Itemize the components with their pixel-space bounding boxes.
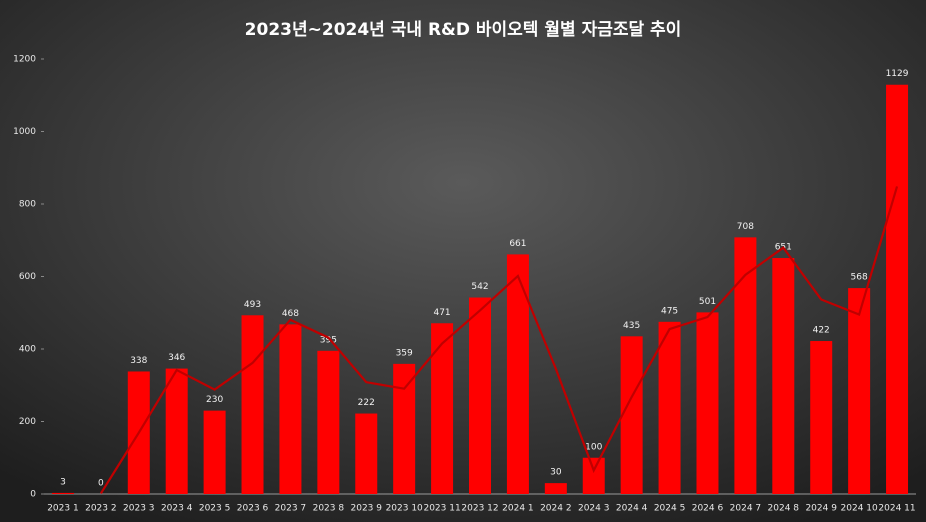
data-label: 346: [168, 353, 185, 363]
x-tick-label: 2023 1: [47, 504, 79, 514]
x-tick-label: 2023 5: [199, 504, 231, 514]
x-tick-label: 2023 3: [123, 504, 155, 514]
x-tick-label: 2023 10: [386, 504, 423, 514]
data-label: 422: [813, 326, 830, 336]
data-label: 100: [585, 442, 602, 452]
y-tick-label: 400: [19, 345, 36, 355]
x-tick-label: 2024 7: [730, 504, 762, 514]
x-tick-label: 2023 8: [313, 504, 345, 514]
y-tick-label: 600: [19, 272, 36, 282]
y-tick-label: 800: [19, 200, 36, 210]
x-tick-label: 2023 6: [237, 504, 269, 514]
bar: [317, 350, 340, 494]
data-label: 222: [358, 398, 375, 408]
bar: [658, 321, 681, 494]
data-label: 435: [623, 321, 640, 331]
data-label: 542: [471, 282, 488, 292]
data-label: 501: [699, 297, 716, 307]
y-tick-label: 1000: [13, 127, 36, 137]
bar: [810, 341, 833, 494]
data-label: 230: [206, 395, 223, 405]
bar: [734, 237, 757, 494]
x-tick-label: 2023 12: [461, 504, 498, 514]
data-label: 30: [550, 468, 562, 478]
bar: [506, 254, 529, 494]
x-tick-label: 2024 8: [768, 504, 800, 514]
data-label: 661: [509, 239, 526, 249]
data-label: 0: [98, 479, 104, 489]
x-tick-label: 2023 4: [161, 504, 193, 514]
x-tick-label: 2024 1: [502, 504, 534, 514]
y-tick-label: 0: [30, 490, 36, 500]
bar: [620, 336, 643, 494]
bar: [772, 258, 795, 494]
x-tick-label: 2023 9: [351, 504, 383, 514]
bar: [51, 492, 74, 494]
data-label: 475: [661, 306, 678, 316]
bar: [203, 410, 226, 494]
x-tick-label: 2024 4: [616, 504, 648, 514]
bar: [241, 315, 264, 494]
x-tick-label: 2024 6: [692, 504, 724, 514]
x-tick-label: 2024 10: [841, 504, 878, 514]
bar: [279, 324, 302, 494]
bar: [393, 363, 416, 494]
data-label: 3: [60, 477, 66, 487]
data-label: 568: [851, 273, 868, 283]
y-tick-label: 200: [19, 417, 36, 427]
x-tick-label: 2024 3: [578, 504, 610, 514]
x-tick-label: 2024 2: [540, 504, 572, 514]
x-tick-label: 2023 11: [423, 504, 460, 514]
bar: [848, 288, 871, 494]
bar: [469, 297, 491, 494]
data-label: 708: [737, 222, 754, 232]
data-label: 468: [282, 309, 299, 319]
bar: [582, 457, 605, 494]
bar: [165, 368, 188, 494]
bar: [431, 323, 454, 494]
data-label: 395: [320, 335, 337, 345]
bar: [696, 312, 719, 494]
bar: [886, 84, 909, 495]
bar: [355, 413, 378, 494]
x-tick-label: 2023 7: [275, 504, 307, 514]
data-label: 471: [433, 308, 450, 318]
data-label: 493: [244, 300, 261, 310]
trend-line: [99, 186, 899, 495]
x-tick-label: 2023 2: [85, 504, 117, 514]
data-label: 359: [396, 348, 413, 358]
data-label: 1129: [886, 69, 909, 79]
bar: [544, 483, 567, 494]
y-tick-label: 1200: [13, 55, 36, 65]
data-label: 338: [130, 356, 147, 366]
x-tick-label: 2024 9: [805, 504, 837, 514]
x-tick-label: 2024 11: [878, 504, 915, 514]
chart-title: 2023년~2024년 국내 R&D 바이오텍 월별 자금조달 추이: [245, 19, 682, 40]
x-tick-label: 2024 5: [654, 504, 686, 514]
